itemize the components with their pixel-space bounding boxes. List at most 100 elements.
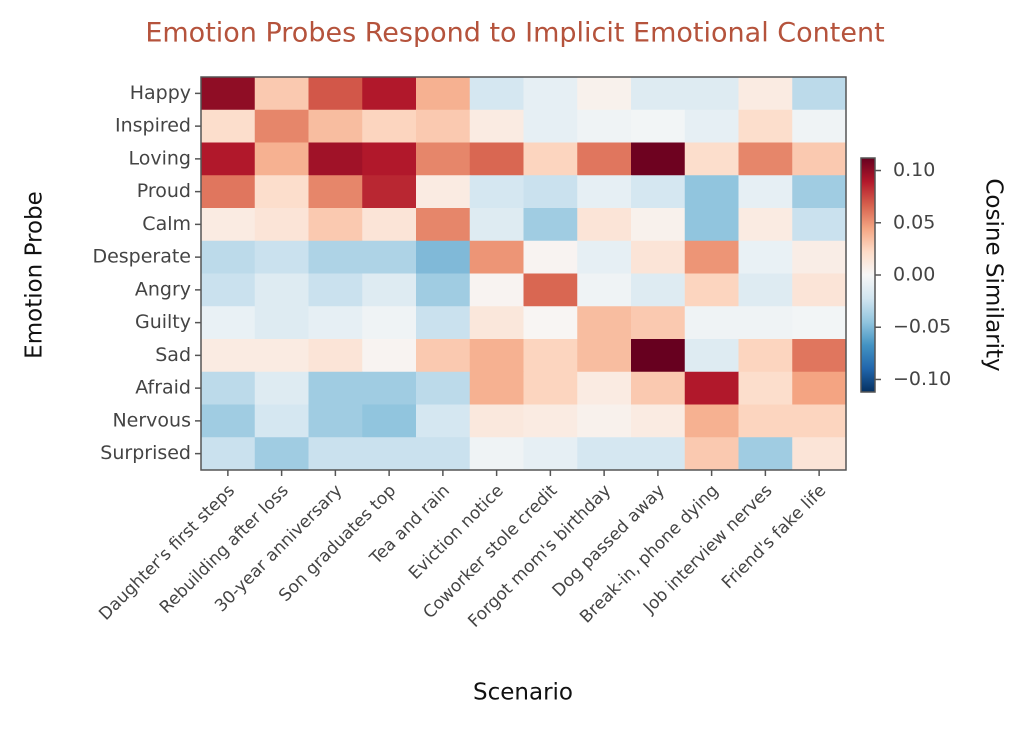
heatmap-cell <box>523 306 578 340</box>
heatmap-cell <box>362 306 417 340</box>
heatmap-cell <box>254 240 309 274</box>
heatmap-cell <box>254 404 309 438</box>
heatmap-cell <box>469 175 524 209</box>
heatmap-cell <box>631 339 686 373</box>
heatmap-cell <box>469 371 524 405</box>
heatmap-cell <box>738 306 793 340</box>
heatmap-cell <box>469 273 524 307</box>
heatmap-cell <box>684 273 739 307</box>
heatmap-cell <box>362 371 417 405</box>
y-tick-label: Happy <box>130 82 191 104</box>
heatmap-cell <box>684 339 739 373</box>
heatmap-cell <box>523 404 578 438</box>
heatmap-cell <box>416 142 471 176</box>
heatmap-cell <box>308 109 363 143</box>
heatmap-cell <box>201 339 256 373</box>
heatmap-cell <box>631 109 686 143</box>
y-tick-label: Angry <box>135 278 191 300</box>
heatmap-cell <box>254 437 309 471</box>
heatmap-cell <box>738 77 793 111</box>
heatmap-cell <box>684 371 739 405</box>
heatmap-cell <box>631 437 686 471</box>
heatmap-cell <box>254 339 309 373</box>
heatmap-cell <box>631 404 686 438</box>
heatmap-cell <box>577 404 632 438</box>
y-tick-label: Inspired <box>115 115 191 137</box>
y-tick-label: Surprised <box>100 442 191 464</box>
heatmap-cell <box>631 142 686 176</box>
colorbar-tick-label: −0.05 <box>893 316 951 338</box>
heatmap-cell <box>469 240 524 274</box>
heatmap-cell <box>254 208 309 242</box>
colorbar <box>860 157 876 393</box>
heatmap-cell <box>469 306 524 340</box>
heatmap-cell <box>523 273 578 307</box>
heatmap-cell <box>201 273 256 307</box>
heatmap-cell <box>416 77 471 111</box>
y-tick-label: Proud <box>137 180 191 202</box>
heatmap-cell <box>416 240 471 274</box>
heatmap-cell <box>792 306 847 340</box>
y-tick-label: Calm <box>142 213 191 235</box>
x-axis-label: Scenario <box>473 680 573 706</box>
colorbar-tick-label: 0.00 <box>893 264 935 286</box>
heatmap-cell <box>362 339 417 373</box>
heatmap-cell <box>308 339 363 373</box>
heatmap-cell <box>792 404 847 438</box>
heatmap-cell <box>684 175 739 209</box>
heatmap-cell <box>577 306 632 340</box>
heatmap-cell <box>523 339 578 373</box>
heatmap-cell <box>201 306 256 340</box>
heatmap-cell <box>684 437 739 471</box>
heatmap-cell <box>738 371 793 405</box>
heatmap-cell <box>523 371 578 405</box>
heatmap-cell <box>577 339 632 373</box>
heatmap-cell <box>523 109 578 143</box>
heatmap-cell <box>308 175 363 209</box>
heatmap-cell <box>201 240 256 274</box>
heatmap-cell <box>254 273 309 307</box>
heatmap-cell <box>201 437 256 471</box>
heatmap-cell <box>308 240 363 274</box>
heatmap-cell <box>684 208 739 242</box>
chart-title: Emotion Probes Respond to Implicit Emoti… <box>145 18 884 49</box>
heatmap-cell <box>792 109 847 143</box>
heatmap-cell <box>362 240 417 274</box>
heatmap-cell <box>308 404 363 438</box>
heatmap-cell <box>469 77 524 111</box>
heatmap-cell <box>469 142 524 176</box>
heatmap-cell <box>577 371 632 405</box>
heatmap-cell <box>523 437 578 471</box>
colorbar-tick-label: −0.10 <box>893 368 951 390</box>
heatmap-cell <box>416 175 471 209</box>
heatmap-cell <box>254 175 309 209</box>
heatmap-cell <box>684 240 739 274</box>
heatmap-cell <box>792 240 847 274</box>
heatmap-cell <box>308 306 363 340</box>
heatmap-cell <box>738 404 793 438</box>
plot-frame <box>200 76 847 471</box>
heatmap-cell <box>469 404 524 438</box>
heatmap-cell <box>577 77 632 111</box>
heatmap-cell <box>362 175 417 209</box>
heatmap-cell <box>254 306 309 340</box>
heatmap-cell <box>416 339 471 373</box>
heatmap-cell <box>631 273 686 307</box>
heatmap-cell <box>523 77 578 111</box>
heatmap-cell <box>738 109 793 143</box>
heatmap-cell <box>362 273 417 307</box>
x-tick-label: Friend's fake life <box>718 481 830 593</box>
heatmap-cell <box>416 371 471 405</box>
heatmap-cell <box>792 273 847 307</box>
heatmap-cell <box>792 371 847 405</box>
heatmap-cell <box>738 208 793 242</box>
y-axis-label: Emotion Probe <box>22 191 48 359</box>
x-tick-label: Eviction notice <box>405 481 508 584</box>
heatmap-cell <box>631 208 686 242</box>
heatmap-cell <box>792 208 847 242</box>
heatmap-cell <box>254 142 309 176</box>
heatmap-cell <box>684 77 739 111</box>
heatmap-cell <box>738 175 793 209</box>
heatmap-cell <box>577 175 632 209</box>
